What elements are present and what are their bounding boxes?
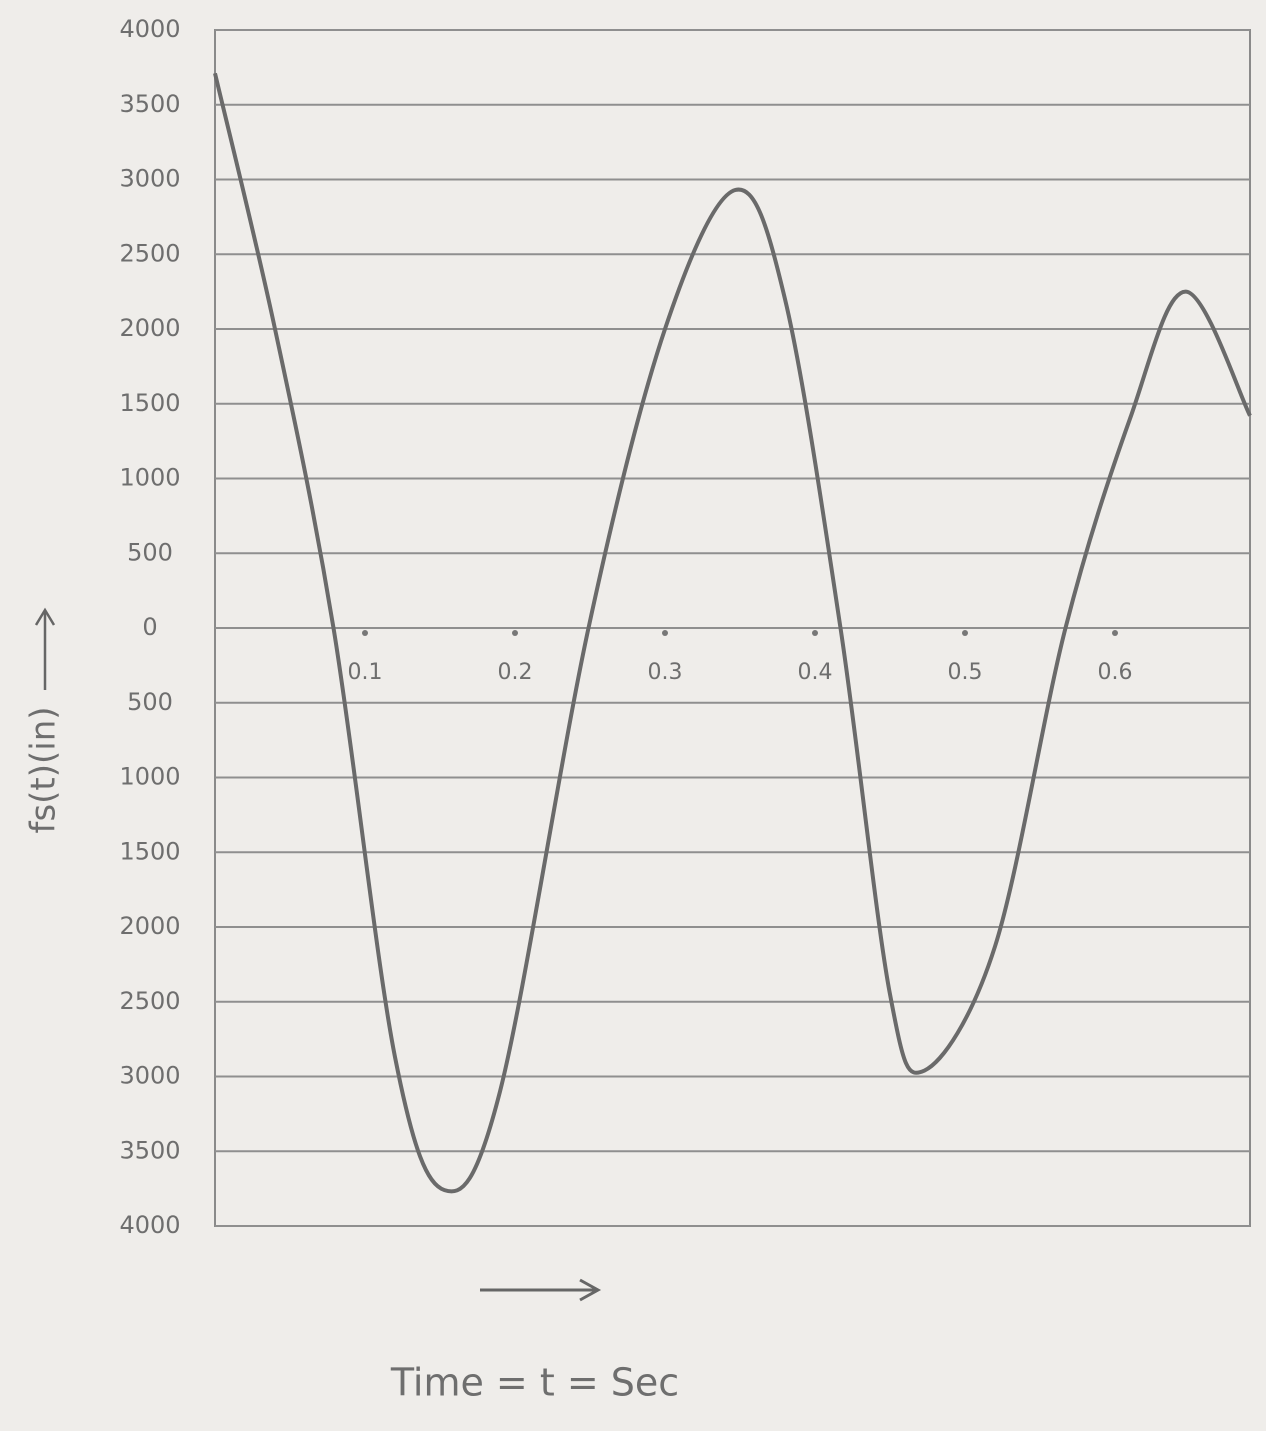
y-tick-label: 1500 bbox=[119, 389, 180, 417]
y-tick-label: 4000 bbox=[119, 1211, 180, 1239]
y-tick-label: 500 bbox=[127, 688, 173, 716]
y-tick-label: 1000 bbox=[119, 464, 180, 492]
x-tick-label: 0.5 bbox=[948, 660, 983, 685]
y-tick-label: 2000 bbox=[119, 314, 180, 342]
x-tick-label: 0.1 bbox=[348, 660, 383, 685]
y-tick-label: 0 bbox=[142, 613, 157, 641]
y-tick-label: 3000 bbox=[119, 165, 180, 193]
y-tick-label: 2500 bbox=[119, 239, 180, 267]
y-tick-label: 1000 bbox=[119, 763, 180, 791]
paper bbox=[0, 0, 1266, 1427]
y-tick-label: 2500 bbox=[119, 987, 180, 1015]
y-tick-label: 2000 bbox=[119, 912, 180, 940]
page: {"chart_data": { "type": "line", "y_labe… bbox=[0, 0, 1266, 1427]
x-tick-label: 0.4 bbox=[798, 660, 833, 685]
x-tick bbox=[362, 630, 368, 636]
x-tick-label: 0.2 bbox=[498, 660, 533, 685]
x-tick bbox=[812, 630, 818, 636]
x-tick-label: 0.3 bbox=[648, 660, 683, 685]
y-tick-label: 3500 bbox=[119, 90, 180, 118]
y-tick-label: 3000 bbox=[119, 1062, 180, 1090]
y-axis-label: fs(t)(in) bbox=[24, 706, 64, 833]
x-tick bbox=[962, 630, 968, 636]
y-tick-label: 3500 bbox=[119, 1136, 180, 1164]
x-tick bbox=[662, 630, 668, 636]
x-tick bbox=[512, 630, 518, 636]
x-axis-label: Time = t = Sec bbox=[390, 1361, 679, 1405]
chart: Time = t = Sec fs(t)(in) 4000 3500 3000 250… bbox=[0, 0, 1266, 1427]
y-tick-label: 4000 bbox=[119, 15, 180, 43]
x-tick bbox=[1112, 630, 1118, 636]
y-tick-label: 500 bbox=[127, 538, 173, 566]
x-tick-label: 0.6 bbox=[1098, 660, 1133, 685]
y-tick-label: 1500 bbox=[119, 837, 180, 865]
